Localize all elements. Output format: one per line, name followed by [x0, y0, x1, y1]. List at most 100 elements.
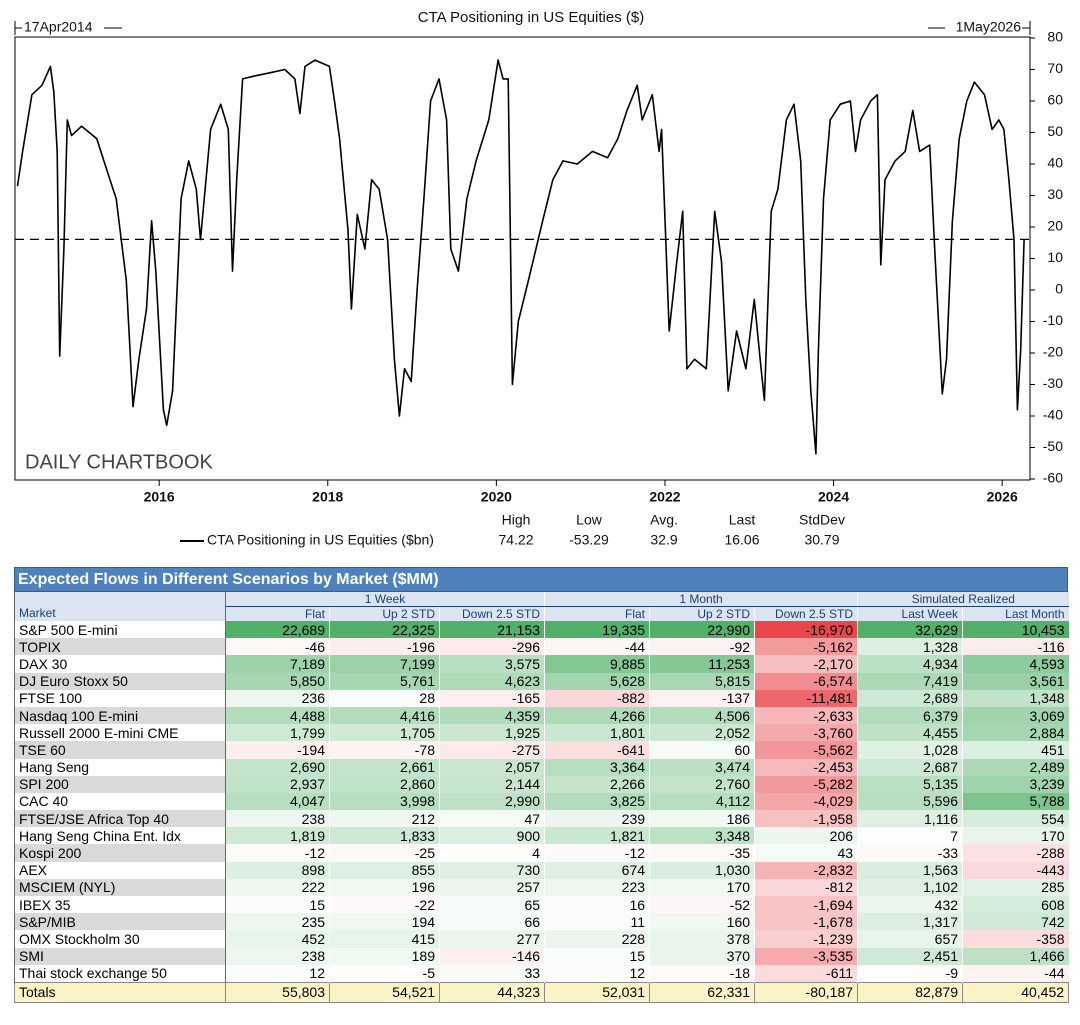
market-cell: CAC 40: [14, 792, 226, 811]
table-row: FTSE 100 236 28 -165 -882 -137 -11,481 2,689 1,3…: [14, 689, 1069, 707]
table-row: CAC 40 4,047 3,998 2,990 3,825 4,112 -4,029 5,5…: [14, 792, 1069, 811]
value-cell: 238: [225, 810, 330, 828]
value-cell: 7,199: [329, 655, 440, 673]
value-cell: 3,069: [962, 706, 1069, 725]
value-cell: 451: [962, 741, 1069, 759]
stat-value: 74.22: [498, 532, 533, 548]
table-row: Hang Seng China Ent. Idx 1,819 1,833 900 1,8…: [14, 827, 1069, 845]
value-cell: -1,958: [754, 810, 858, 828]
value-cell: 5,788: [962, 792, 1069, 811]
table-row: AEX 898 855 730 674 1,030 -2,832 1,563 -443: [14, 861, 1069, 879]
column-header: Market: [14, 606, 226, 621]
value-cell: -165: [438, 689, 545, 707]
legend-label: CTA Positioning in US Equities ($bn): [207, 532, 434, 548]
column-header: Up 2 STD: [649, 606, 755, 621]
value-cell: 257: [438, 878, 545, 896]
y-tick-label: 10: [1047, 249, 1063, 265]
y-tick-label: -50: [1043, 438, 1063, 454]
value-cell: -12: [225, 844, 330, 862]
value-cell: 742: [962, 913, 1069, 931]
value-cell: -812: [754, 878, 858, 896]
y-tick-label: 0: [1055, 281, 1063, 297]
value-cell: -611: [754, 964, 858, 983]
value-cell: -2,832: [754, 861, 858, 879]
value-cell: 2,937: [225, 775, 330, 793]
value-cell: 1,466: [962, 947, 1069, 965]
table-row: Thai stock exchange 50 12 -5 33 12 -18 -611 -9-…: [14, 964, 1069, 983]
market-cell: S&P/MIB: [14, 913, 226, 931]
series-line: [16, 59, 1025, 455]
value-cell: -194: [225, 741, 330, 759]
value-cell: 7,419: [857, 672, 963, 690]
value-cell: 855: [329, 861, 440, 879]
market-cell: Thai stock exchange 50: [14, 964, 226, 983]
value-cell: 3,561: [962, 672, 1069, 690]
value-cell: 5,761: [329, 672, 440, 690]
value-cell: 3,575: [438, 655, 545, 673]
value-cell: -18: [649, 964, 755, 983]
value-cell: 9,885: [544, 655, 650, 673]
value-cell: 1,317: [857, 913, 963, 931]
value-cell: 2,884: [962, 724, 1069, 742]
value-cell: 674: [544, 861, 650, 879]
value-cell: 12: [544, 964, 650, 983]
value-cell: -1,694: [754, 896, 858, 914]
totals-cell: 55,803: [225, 981, 330, 1003]
table-row: S&P 500 E-mini 22,689 22,325 21,153 19,335 22…: [14, 621, 1069, 639]
market-cell: TOPIX: [14, 638, 226, 656]
totals-cell: 82,879: [857, 981, 964, 1003]
value-cell: 2,266: [544, 775, 650, 793]
value-cell: 194: [329, 913, 440, 931]
table-row: FTSE/JSE Africa Top 40 238 212 47 239 186 -1,9…: [14, 810, 1069, 828]
value-cell: 235: [225, 913, 330, 931]
table-row: DJ Euro Stoxx 50 5,850 5,761 4,623 5,628 5,81…: [14, 672, 1069, 690]
market-cell: Nasdaq 100 E-mini: [14, 706, 226, 725]
stat-label: Low: [576, 512, 603, 528]
value-cell: 22,689: [225, 621, 330, 639]
value-cell: 1,705: [329, 724, 440, 742]
stat-label: StdDev: [799, 512, 845, 528]
value-cell: 189: [329, 947, 440, 965]
totals-row: Totals 55,803 54,521 44,323 52,031 62,331 -80,…: [14, 981, 1070, 1003]
value-cell: 65: [438, 896, 545, 914]
column-header: Up 2 STD: [329, 606, 440, 621]
market-cell: Hang Seng China Ent. Idx: [14, 827, 226, 845]
value-cell: 19,335: [544, 621, 650, 639]
value-cell: -2,170: [754, 655, 858, 673]
value-cell: -4,029: [754, 792, 858, 811]
table-row: DAX 30 7,189 7,199 3,575 9,885 11,253 -2,170 4,…: [14, 655, 1069, 673]
y-tick-label: 30: [1047, 186, 1063, 202]
value-cell: -1,239: [754, 930, 858, 948]
table-row: Nasdaq 100 E-mini 4,488 4,416 4,359 4,266 4,5…: [14, 706, 1069, 725]
value-cell: 4,934: [857, 655, 963, 673]
market-cell: Kospi 200: [14, 844, 226, 862]
table-row: SMI 238 189 -146 15 370 -3,535 2,451 1,466: [14, 947, 1069, 965]
market-cell: TSE 60: [14, 741, 226, 759]
value-cell: -3,535: [754, 947, 858, 965]
market-cell: DAX 30: [14, 655, 226, 673]
value-cell: -16,970: [754, 621, 858, 639]
market-cell: DJ Euro Stoxx 50: [14, 672, 226, 690]
x-tick-label: 2018: [312, 489, 343, 505]
y-tick-label: -60: [1043, 470, 1063, 486]
stat-value: -53.29: [569, 532, 609, 548]
market-cell: S&P 500 E-mini: [14, 621, 226, 639]
value-cell: 3,998: [329, 792, 440, 811]
value-cell: 239: [544, 810, 650, 828]
column-header: Last Month: [962, 606, 1069, 621]
table-row: MSCIEM (NYL) 222 196 257 223 170 -812 1,102 285: [14, 878, 1069, 896]
value-cell: 22,990: [649, 621, 755, 639]
value-cell: 2,057: [438, 758, 545, 776]
column-header-row: Market Flat Up 2 STD Down 2.5 STD Flat Up 2 S…: [14, 606, 1069, 621]
value-cell: -92: [649, 638, 755, 656]
value-cell: 186: [649, 810, 755, 828]
value-cell: 196: [329, 878, 440, 896]
chart-title: CTA Positioning in US Equities ($): [418, 9, 645, 26]
value-cell: 2,489: [962, 758, 1069, 776]
value-cell: 1,819: [225, 827, 330, 845]
value-cell: -11,481: [754, 689, 858, 707]
value-cell: 378: [649, 930, 755, 948]
value-cell: -22: [329, 896, 440, 914]
market-cell: AEX: [14, 861, 226, 879]
value-cell: 228: [544, 930, 650, 948]
